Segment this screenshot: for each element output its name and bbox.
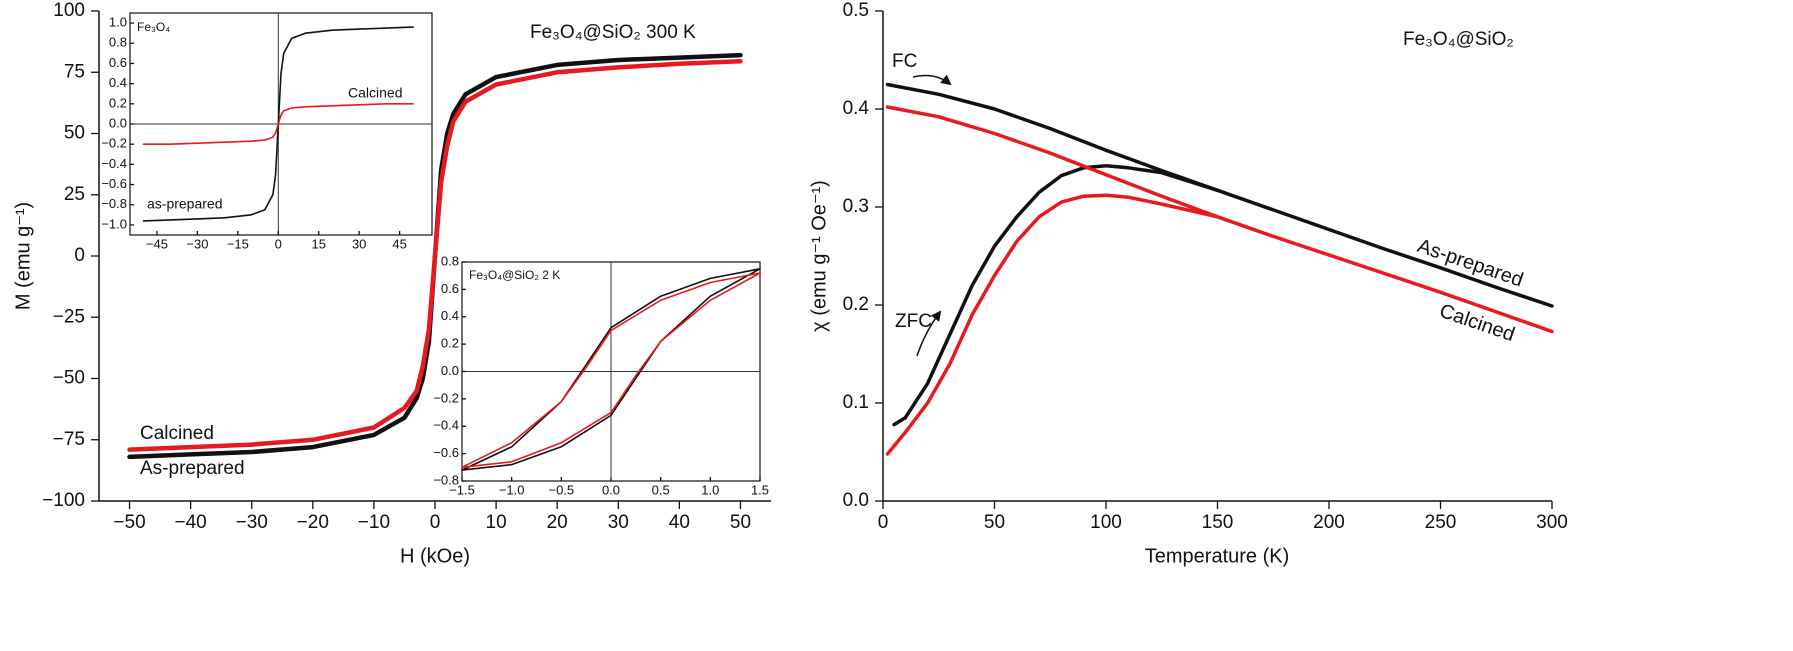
y-tick-label: 0.8 xyxy=(441,253,459,268)
y-tick-label: 0.2 xyxy=(843,294,869,315)
annotation: Fe₃O₄@SiO₂ xyxy=(1403,29,1514,50)
annotation: Fe₃O₄ xyxy=(137,20,170,34)
y-axis-label: χ (emu g⁻¹ Oe⁻¹) xyxy=(808,180,830,332)
x-tick-label: 0 xyxy=(275,236,282,251)
y-tick-label: 0.2 xyxy=(109,95,127,110)
y-tick-label: 0.0 xyxy=(843,490,869,511)
y-tick-label: 0.5 xyxy=(843,0,869,21)
annotation: As-prepared xyxy=(140,458,245,479)
x-tick-label: 40 xyxy=(669,512,690,533)
y-tick-label: 100 xyxy=(53,0,85,21)
x-tick-label: 15 xyxy=(312,236,326,251)
x-tick-label: 30 xyxy=(608,512,629,533)
x-tick-label: 1.5 xyxy=(751,482,769,497)
y-tick-label: −75 xyxy=(53,429,85,450)
y-tick-label: −25 xyxy=(53,306,85,327)
x-tick-label: −15 xyxy=(227,236,249,251)
x-tick-label: 0 xyxy=(878,512,889,533)
x-tick-label: 1.0 xyxy=(701,482,719,497)
x-tick-label: 0.0 xyxy=(602,482,620,497)
x-tick-label: −10 xyxy=(358,512,390,533)
x-tick-label: 50 xyxy=(730,512,751,533)
y-tick-label: 0.6 xyxy=(441,281,459,296)
x-tick-label: 20 xyxy=(547,512,568,533)
x-tick-label: 250 xyxy=(1425,512,1457,533)
y-tick-label: 0.0 xyxy=(109,115,127,130)
data-line xyxy=(127,58,743,452)
data-line xyxy=(142,103,414,145)
y-tick-label: −50 xyxy=(53,368,85,389)
x-axis-label: Temperature (K) xyxy=(1145,545,1290,567)
y-tick-label: −0.2 xyxy=(433,390,459,405)
annotation: ZFC xyxy=(895,311,932,332)
x-tick-label: −45 xyxy=(146,236,168,251)
y-tick-label: −0.6 xyxy=(101,176,127,191)
annotation: as-prepared xyxy=(147,196,223,212)
y-tick-label: 75 xyxy=(64,61,85,82)
data-line xyxy=(885,193,1220,456)
y-axis-label: M (emu g⁻¹) xyxy=(12,202,34,310)
y-tick-label: −1.0 xyxy=(101,216,127,231)
x-tick-label: 10 xyxy=(486,512,507,533)
x-tick-label: −50 xyxy=(113,512,145,533)
y-tick-label: 0.3 xyxy=(843,196,869,217)
y-tick-label: 0 xyxy=(74,245,85,266)
x-tick-label: −1.0 xyxy=(499,482,525,497)
annotation: Fe₃O₄@SiO₂ 300 K xyxy=(530,22,696,43)
zfc-arrow xyxy=(916,310,942,357)
y-tick-label: 25 xyxy=(64,184,85,205)
y-tick-label: −0.8 xyxy=(433,472,459,487)
x-tick-label: −0.5 xyxy=(548,482,574,497)
annotation: Fe₃O₄@SiO₂ 2 K xyxy=(469,268,560,282)
annotation: FC xyxy=(892,51,917,72)
annotation: Calcined xyxy=(348,85,402,101)
y-tick-label: 0.6 xyxy=(109,55,127,70)
y-tick-label: −100 xyxy=(42,490,85,511)
y-tick-label: 0.8 xyxy=(109,35,127,50)
x-tick-label: −20 xyxy=(297,512,329,533)
y-tick-label: 0.4 xyxy=(441,308,459,323)
data-line xyxy=(885,105,1554,334)
x-tick-label: 50 xyxy=(984,512,1005,533)
fc-arrow xyxy=(912,74,952,86)
x-tick-label: 200 xyxy=(1313,512,1345,533)
x-tick-label: 300 xyxy=(1536,512,1568,533)
x-tick-label: −1.5 xyxy=(449,482,475,497)
x-axis-label: H (kOe) xyxy=(400,545,470,567)
x-tick-label: −30 xyxy=(186,236,208,251)
y-tick-label: −0.8 xyxy=(101,196,127,211)
x-tick-label: 0 xyxy=(430,512,441,533)
y-tick-label: −0.4 xyxy=(101,156,127,171)
y-tick-label: 0.2 xyxy=(441,336,459,351)
annotation: Calcined xyxy=(140,423,214,444)
y-tick-label: 0.0 xyxy=(441,363,459,378)
y-tick-label: 0.4 xyxy=(109,75,127,90)
x-tick-label: 100 xyxy=(1090,512,1122,533)
y-tick-label: −0.6 xyxy=(433,445,459,460)
data-line xyxy=(892,164,1220,427)
x-tick-label: −30 xyxy=(236,512,268,533)
y-tick-label: −0.2 xyxy=(101,136,127,151)
y-tick-label: 0.4 xyxy=(843,98,870,119)
x-tick-label: 45 xyxy=(392,236,406,251)
x-tick-label: −40 xyxy=(175,512,207,533)
y-tick-label: 0.1 xyxy=(843,392,869,413)
y-tick-label: 1.0 xyxy=(109,15,127,30)
x-tick-label: 150 xyxy=(1202,512,1234,533)
y-tick-label: −0.4 xyxy=(433,418,459,433)
x-tick-label: 30 xyxy=(352,236,366,251)
y-tick-label: 50 xyxy=(64,123,85,144)
charts: −50 −40 −30 −20 −10 0 10 20 30 40 50−100−75−50−250… xyxy=(12,0,1568,567)
data-line xyxy=(461,272,761,469)
x-tick-label: 0.5 xyxy=(652,482,670,497)
data-line xyxy=(885,82,1554,308)
